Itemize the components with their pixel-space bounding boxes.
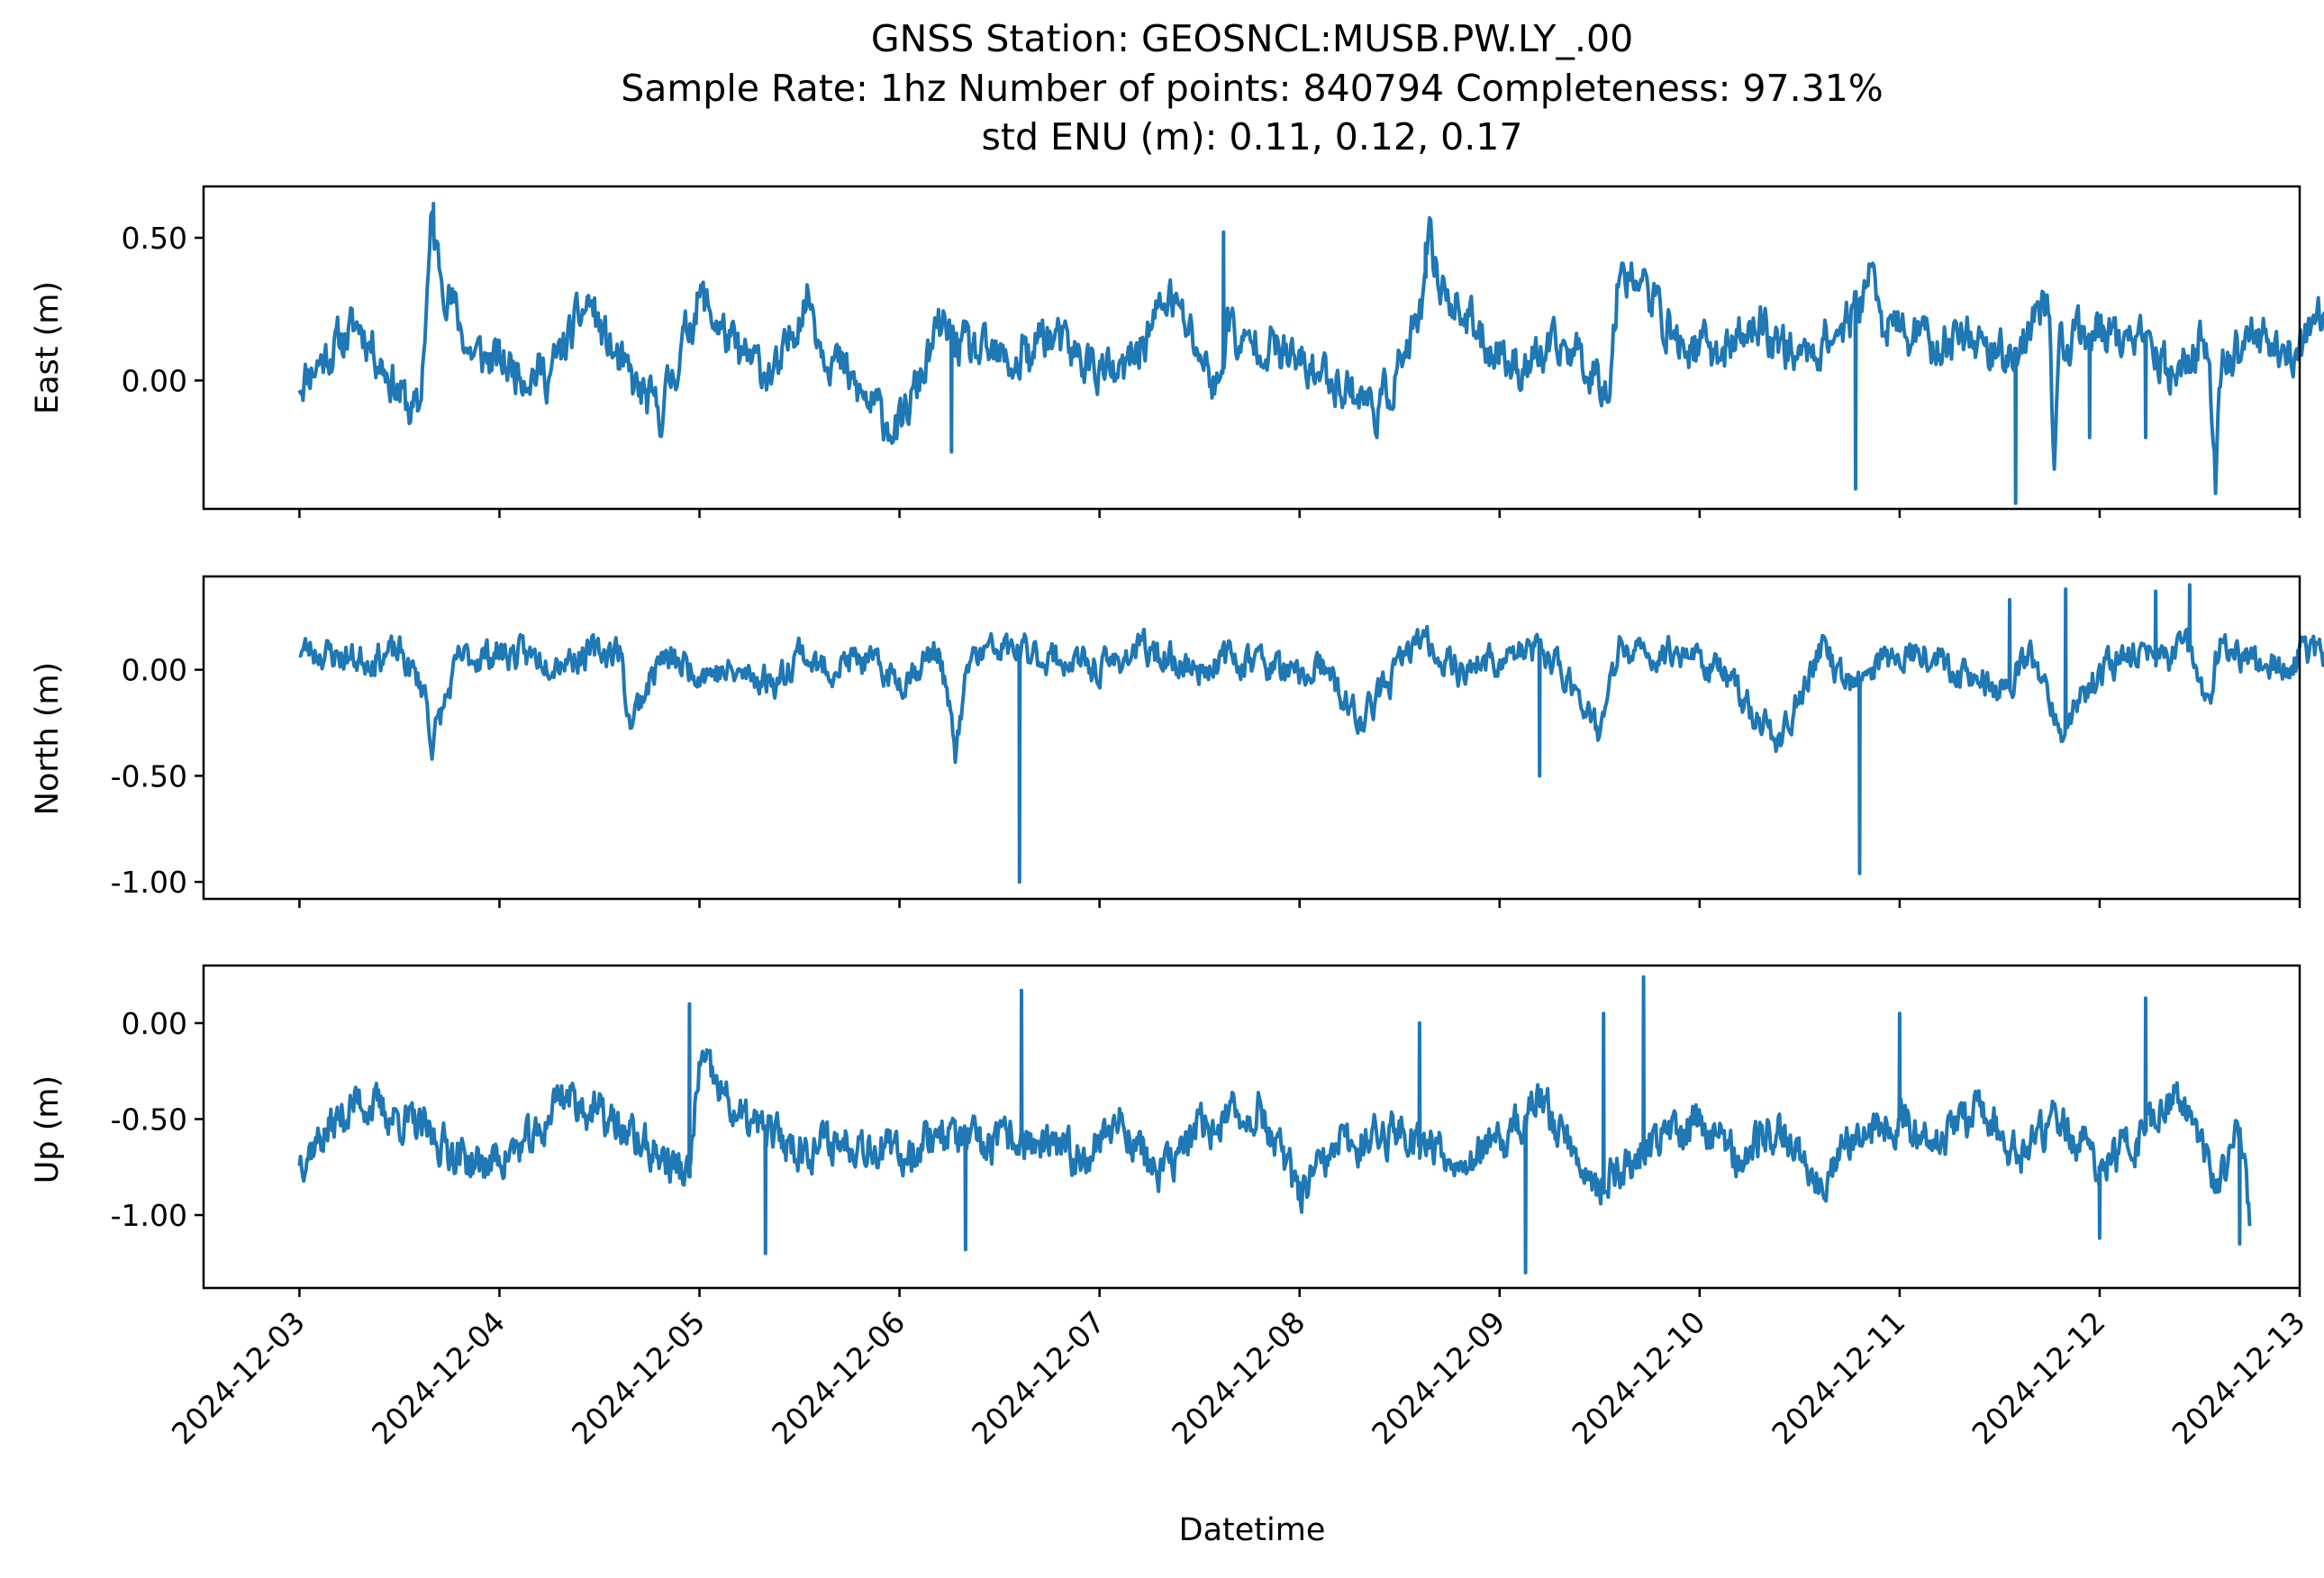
up-series-layer bbox=[297, 975, 2252, 1274]
east-ylabel: East (m) bbox=[30, 281, 66, 414]
x-tick-labels: 2024-12-03 2024-12-04 2024-12-05 2024-12-06… bbox=[165, 1304, 2312, 1451]
xtick-label: 2024-12-11 bbox=[1765, 1304, 1911, 1451]
xtick-label: 2024-12-04 bbox=[365, 1304, 512, 1451]
east-ytick-label: 0.50 bbox=[122, 221, 187, 256]
title-line-sample-info: Sample Rate: 1hz Number of points: 84079… bbox=[621, 67, 1884, 110]
xtick-label: 2024-12-09 bbox=[1365, 1304, 1512, 1451]
north-ylabel: North (m) bbox=[30, 662, 66, 815]
north-tick-layer: 0.00 -0.50 -1.00 bbox=[111, 653, 2301, 908]
up-ylabel: Up (m) bbox=[30, 1075, 66, 1184]
title-line-station: GNSS Station: GEOSNCL:MUSB.PW.LY_.00 bbox=[871, 17, 1633, 60]
north-ytick-label: -0.50 bbox=[111, 758, 187, 794]
up-ytick-label: -0.50 bbox=[111, 1102, 187, 1137]
north-panel: North (m) 0.00 -0.50 -1.00 bbox=[30, 575, 2324, 908]
up-ytick-label: 0.00 bbox=[122, 1006, 187, 1041]
xtick-label: 2024-12-05 bbox=[565, 1304, 712, 1451]
east-series-line bbox=[297, 202, 2324, 505]
east-panel: East (m) 0.00 0.50 bbox=[30, 185, 2324, 518]
xtick-label: 2024-12-10 bbox=[1565, 1304, 1711, 1451]
up-ytick-label: -1.00 bbox=[111, 1198, 187, 1233]
xtick-label: 2024-12-13 bbox=[2165, 1304, 2311, 1451]
xtick-label: 2024-12-06 bbox=[765, 1304, 912, 1451]
north-series-line bbox=[298, 583, 2324, 884]
x-axis-label: Datetime bbox=[1179, 1512, 1326, 1548]
xtick-label: 2024-12-03 bbox=[165, 1304, 312, 1451]
north-ytick-label: 0.00 bbox=[122, 653, 187, 688]
east-axes-frame bbox=[202, 185, 2301, 511]
xtick-label: 2024-12-07 bbox=[965, 1304, 1112, 1451]
up-series-line bbox=[297, 975, 2252, 1274]
chart-title: GNSS Station: GEOSNCL:MUSB.PW.LY_.00 Sam… bbox=[621, 17, 1884, 159]
north-series-layer bbox=[298, 583, 2324, 884]
north-ytick-label: -1.00 bbox=[111, 865, 187, 900]
title-line-std-enu: std ENU (m): 0.11, 0.12, 0.17 bbox=[982, 115, 1523, 159]
up-axes-frame bbox=[202, 964, 2301, 1290]
east-ytick-label: 0.00 bbox=[122, 363, 187, 398]
up-tick-layer: 0.00 -0.50 -1.00 bbox=[111, 1006, 2301, 1297]
xtick-label: 2024-12-12 bbox=[1965, 1304, 2111, 1451]
up-panel: Up (m) 0.00 -0.50 -1.00 bbox=[30, 964, 2301, 1297]
east-series-layer bbox=[297, 202, 2324, 505]
east-tick-layer: 0.00 0.50 bbox=[122, 221, 2301, 518]
north-axes-frame bbox=[202, 575, 2301, 901]
xtick-label: 2024-12-08 bbox=[1165, 1304, 1312, 1451]
